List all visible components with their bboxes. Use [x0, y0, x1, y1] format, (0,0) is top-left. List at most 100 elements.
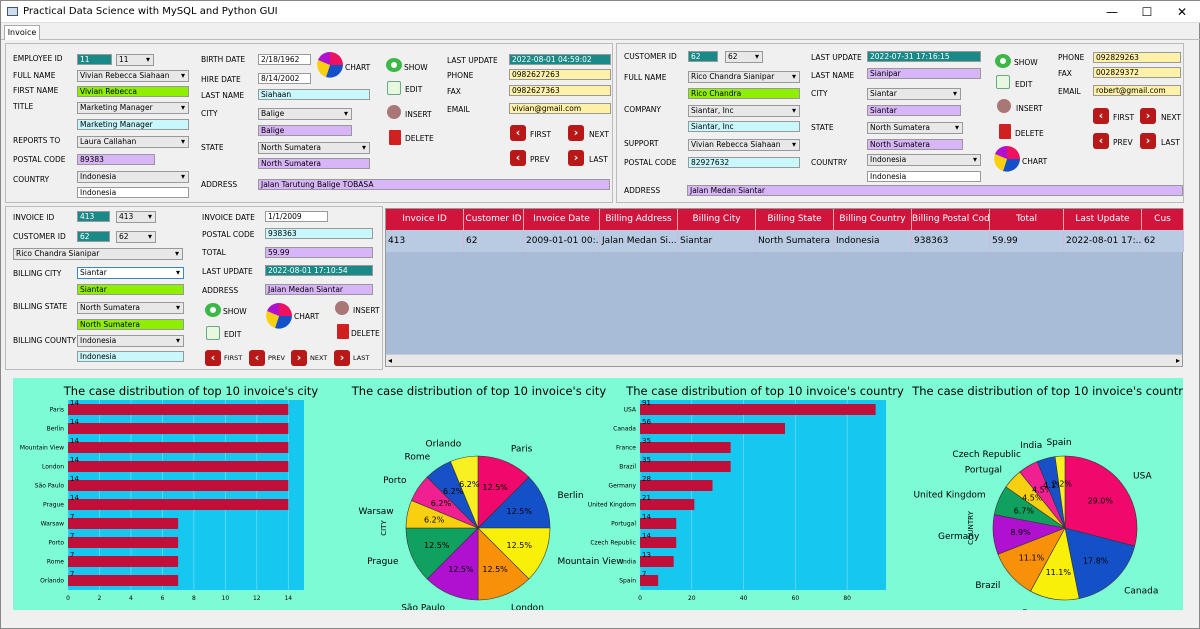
invoice-first-button[interactable]: FIRST [224, 354, 243, 362]
customer-last-button[interactable]: LAST [1161, 138, 1180, 147]
company-select[interactable]: Siantar, Inc [688, 105, 800, 117]
customer-city-select[interactable]: Siantar [867, 88, 961, 100]
invoice-chart-button[interactable]: CHART [294, 312, 320, 321]
employee-country-field[interactable]: Indonesia [77, 187, 189, 198]
invoice-table[interactable]: Invoice ID Customer ID Invoice Date Billing… [385, 208, 1184, 367]
customer-prev-button[interactable]: PREV [1113, 138, 1133, 147]
billing-country-select[interactable]: Indonesia [77, 335, 184, 347]
column-header[interactable]: Customer ID [464, 209, 524, 230]
table-cell[interactable]: Siantar [678, 230, 756, 252]
employee-city-field[interactable]: Balige [258, 125, 352, 136]
invoice-id-field[interactable]: 413 [77, 211, 110, 222]
table-cell[interactable]: Indonesia [834, 230, 912, 252]
trash-icon[interactable] [337, 324, 349, 339]
customer-email-field[interactable]: robert@gmail.com [1093, 85, 1181, 96]
customer-last-name-field[interactable]: Sianipar [867, 68, 981, 79]
employee-state-field[interactable]: North Sumatera [258, 158, 370, 169]
column-header[interactable]: Billing State [756, 209, 834, 230]
billing-city-select[interactable]: Siantar [77, 267, 184, 279]
add-user-icon[interactable] [335, 301, 349, 315]
customer-city-field[interactable]: Siantar [867, 105, 961, 116]
customer-id-field[interactable]: 62 [688, 51, 718, 62]
employee-full-name-select[interactable]: Vivian Rebecca Siahaan [77, 70, 189, 82]
column-header[interactable]: Last Update [1064, 209, 1142, 230]
customer-state-field[interactable]: North Sumatera [867, 139, 963, 150]
customer-chart-button[interactable]: CHART [1022, 157, 1048, 166]
reports-to-select[interactable]: Laura Callahan [77, 136, 189, 148]
eye-icon[interactable] [386, 58, 402, 72]
invoice-address-field[interactable]: Jalan Medan Siantar [265, 284, 373, 295]
customer-edit-button[interactable]: EDIT [1015, 80, 1033, 89]
invoice-prev-button[interactable]: PREV [268, 354, 285, 362]
invoice-next-button[interactable]: NEXT [310, 354, 328, 362]
chart-icon[interactable] [993, 146, 1021, 172]
customer-show-button[interactable]: SHOW [1014, 58, 1038, 67]
maximize-button[interactable]: ☐ [1141, 5, 1153, 19]
minimize-button[interactable]: — [1106, 5, 1118, 19]
invoice-show-button[interactable]: SHOW [223, 307, 247, 316]
invoice-last-update-field[interactable]: 2022-08-01 17:10:54 [265, 265, 373, 276]
table-cell[interactable]: 62 [464, 230, 524, 252]
employee-last-button[interactable]: LAST [589, 155, 608, 164]
table-cell[interactable]: North Sumatera [756, 230, 834, 252]
customer-fax-field[interactable]: 002829372 [1093, 67, 1181, 78]
edit-icon[interactable] [387, 81, 401, 95]
chart-icon[interactable] [265, 303, 293, 329]
employee-country-select[interactable]: Indonesia [77, 171, 189, 183]
company-field[interactable]: Siantar, Inc [688, 121, 800, 132]
scroll-left-icon[interactable]: ◂ [388, 356, 393, 365]
employee-prev-button[interactable]: PREV [530, 155, 550, 164]
column-header[interactable]: Billing City [678, 209, 756, 230]
billing-city-field[interactable]: Siantar [77, 284, 184, 295]
invoice-id-select[interactable]: 413 [116, 211, 156, 223]
customer-first-icon[interactable]: ‹ [1093, 108, 1109, 124]
employee-phone-field[interactable]: 0982627263 [509, 69, 611, 80]
employee-first-button[interactable]: FIRST [530, 130, 552, 139]
employee-show-button[interactable]: SHOW [404, 63, 428, 72]
employee-next-button[interactable]: NEXT [589, 130, 609, 139]
employee-prev-icon[interactable]: ‹ [510, 150, 526, 166]
employee-last-icon[interactable]: › [568, 150, 584, 166]
customer-insert-button[interactable]: INSERT [1016, 104, 1043, 113]
table-row[interactable]: 413 62 2009-01-01 00:... Jalan Medan Si... S… [386, 230, 1184, 252]
invoice-edit-button[interactable]: EDIT [224, 330, 242, 339]
table-cell[interactable]: 62 [1142, 230, 1184, 252]
invoice-first-icon[interactable]: ‹ [205, 350, 221, 366]
table-cell[interactable]: 2009-01-01 00:... [524, 230, 600, 252]
invoice-postal-code-field[interactable]: 938363 [265, 228, 373, 239]
table-cell[interactable]: Jalan Medan Si... [600, 230, 678, 252]
customer-postal-code-field[interactable]: 82927632 [688, 157, 800, 168]
hire-date-field[interactable]: 8/14/2002 [258, 73, 311, 84]
invoice-next-icon[interactable]: › [291, 350, 307, 366]
employee-title-field[interactable]: Marketing Manager [77, 119, 189, 130]
employee-edit-button[interactable]: EDIT [405, 85, 423, 94]
customer-first-button[interactable]: FIRST [1113, 113, 1135, 122]
column-header[interactable]: Invoice Date [524, 209, 600, 230]
employee-insert-button[interactable]: INSERT [405, 110, 432, 119]
invoice-delete-button[interactable]: DELETE [351, 329, 380, 338]
trash-icon[interactable] [389, 130, 401, 145]
column-header[interactable]: Invoice ID [386, 209, 464, 230]
employee-title-select[interactable]: Marketing Manager [77, 102, 189, 114]
column-header[interactable]: Total [990, 209, 1064, 230]
employee-last-update-field[interactable]: 2022-08-01 04:59:02 [509, 54, 611, 65]
invoice-date-field[interactable]: 1/1/2009 [265, 211, 328, 222]
employee-address-field[interactable]: Jalan Tarutung Balige TOBASA [258, 179, 610, 190]
employee-id-select[interactable]: 11 [116, 54, 154, 66]
customer-first-name-field[interactable]: Rico Chandra [688, 88, 800, 99]
invoice-last-button[interactable]: LAST [353, 354, 370, 362]
employee-id-field[interactable]: 11 [77, 54, 112, 65]
customer-address-field[interactable]: Jalan Medan Siantar [687, 185, 1183, 196]
invoice-insert-button[interactable]: INSERT [353, 306, 380, 315]
employee-first-icon[interactable]: ‹ [510, 125, 526, 141]
employee-postal-code-field[interactable]: 89383 [77, 154, 155, 165]
edit-icon[interactable] [996, 75, 1010, 89]
support-select[interactable]: Vivian Rebecca Siahaan [688, 139, 800, 151]
customer-country-select[interactable]: Indonesia [867, 154, 981, 166]
table-cell[interactable]: 938363 [912, 230, 990, 252]
billing-state-select[interactable]: North Sumatera [77, 302, 184, 314]
column-header[interactable]: Billing Postal Code [912, 209, 990, 230]
customer-delete-button[interactable]: DELETE [1015, 129, 1044, 138]
employee-state-select[interactable]: North Sumatera [258, 142, 370, 154]
employee-chart-label[interactable]: CHART [345, 63, 371, 72]
